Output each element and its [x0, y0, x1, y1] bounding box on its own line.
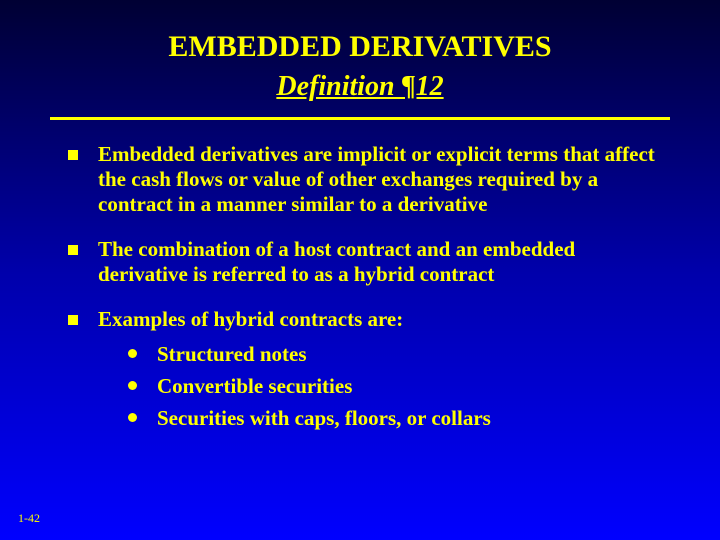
bullet-text: Examples of hybrid contracts are: Struct…	[98, 307, 660, 437]
sub-list: Structured notes Convertible securities …	[98, 341, 660, 432]
round-bullet-icon	[128, 413, 137, 422]
round-bullet-icon	[128, 381, 137, 390]
sub-item: Convertible securities	[128, 373, 660, 399]
bullet-item: The combination of a host contract and a…	[68, 237, 660, 287]
sub-item: Structured notes	[128, 341, 660, 367]
square-bullet-icon	[68, 245, 78, 255]
sub-item-text: Convertible securities	[157, 373, 352, 399]
slide-subtitle: Definition ¶12	[50, 71, 670, 103]
sub-item-text: Securities with caps, floors, or collars	[157, 405, 491, 431]
square-bullet-icon	[68, 150, 78, 160]
page-number: 1-42	[18, 511, 40, 526]
sub-item: Securities with caps, floors, or collars	[128, 405, 660, 431]
title-divider	[50, 117, 670, 120]
square-bullet-icon	[68, 315, 78, 325]
bullet-item: Embedded derivatives are implicit or exp…	[68, 142, 660, 218]
sub-item-text: Structured notes	[157, 341, 307, 367]
slide-content: Embedded derivatives are implicit or exp…	[50, 142, 670, 438]
slide: EMBEDDED DERIVATIVES Definition ¶12 Embe…	[0, 0, 720, 540]
bullet-text: The combination of a host contract and a…	[98, 237, 660, 287]
bullet-item: Examples of hybrid contracts are: Struct…	[68, 307, 660, 437]
bullet-lead-text: Examples of hybrid contracts are:	[98, 307, 403, 331]
bullet-text: Embedded derivatives are implicit or exp…	[98, 142, 660, 218]
slide-title: EMBEDDED DERIVATIVES	[50, 30, 670, 65]
round-bullet-icon	[128, 349, 137, 358]
